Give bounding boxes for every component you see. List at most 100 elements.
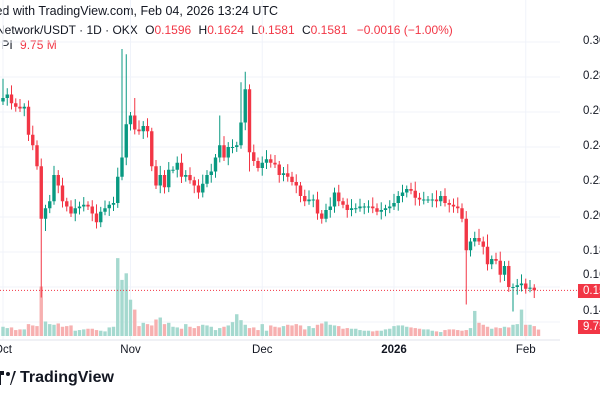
candle-body [230, 147, 235, 148]
volume-bar [39, 286, 43, 336]
volume-bar [184, 324, 188, 336]
volume-bar [35, 326, 39, 336]
candle-body [286, 173, 290, 177]
volume-bar [473, 310, 477, 336]
symbol-title[interactable]: Network/USDT · 1D · OKX [0, 23, 138, 37]
candle-body [77, 206, 82, 209]
volume-bar [43, 321, 48, 336]
date-tick-label: Nov [120, 344, 141, 356]
volume-bar [315, 324, 320, 336]
volume-bar [481, 324, 485, 336]
candle-body [141, 126, 145, 132]
candle-body [247, 89, 252, 153]
volume-bar [162, 324, 167, 336]
volume-bar [243, 324, 247, 336]
volume-bar [371, 331, 375, 336]
candle-body [226, 147, 230, 158]
volume-bar [82, 329, 86, 336]
volume-bar [247, 328, 252, 336]
price-tick-label: 0.26 [583, 105, 600, 117]
volume-bar [439, 332, 443, 336]
volume-bar [273, 326, 277, 336]
high-label: H [198, 23, 208, 37]
high-value: 0.1624 [207, 23, 244, 37]
volume-bar [536, 329, 541, 336]
candle-body [315, 199, 320, 214]
volume-bar [528, 324, 532, 336]
volume-bar [524, 324, 528, 336]
candle-body [69, 206, 73, 214]
candle-body [65, 201, 69, 207]
candle-body [116, 176, 120, 203]
candle-body [294, 182, 298, 186]
volume-bar [451, 329, 456, 336]
volume-bar [379, 330, 383, 336]
candle-body [515, 285, 519, 287]
candle-body [9, 94, 14, 104]
candle-body [222, 145, 226, 158]
volume-bar [413, 328, 417, 336]
volume-bar [230, 322, 235, 336]
volume-bar [256, 330, 260, 336]
candle-body [468, 241, 473, 251]
candle-body [456, 206, 460, 209]
volume-bar [60, 326, 65, 336]
candle-body [167, 169, 171, 188]
volume-bar [158, 317, 162, 336]
candle-body [345, 204, 349, 210]
candle-body [260, 162, 264, 168]
candle-body [39, 166, 43, 219]
candle-body [235, 145, 239, 147]
volume-bar [324, 321, 328, 336]
volume-bar [320, 323, 324, 336]
volume-bar [456, 330, 460, 336]
low-label: L [251, 23, 258, 37]
volume-bar [77, 330, 82, 336]
candle-body [26, 106, 31, 135]
candle-body [426, 199, 430, 201]
volume-bar [298, 325, 303, 336]
volume-bar [107, 327, 111, 336]
candle-body [443, 196, 447, 203]
candle-body [477, 238, 481, 242]
candle-body [264, 159, 269, 163]
tradingview-logo-icon [0, 371, 16, 385]
volume-bar [358, 330, 362, 336]
volume-badge: 9.75M [578, 320, 600, 334]
volume-bar [519, 309, 524, 336]
open-value: 0.1596 [154, 23, 192, 37]
date-tick-label: Oct [0, 344, 12, 356]
volume-bar [311, 328, 315, 336]
candle-body [341, 201, 345, 205]
last-price-badge: 0.1581 [578, 284, 600, 298]
volume-bar [235, 314, 239, 336]
candle-body [184, 175, 188, 177]
candle-body [256, 161, 260, 168]
candle-body [498, 260, 502, 275]
date-tick-label: Dec [252, 344, 273, 356]
candle-body [154, 166, 158, 186]
volume-bar [56, 323, 60, 336]
volume-bar [281, 326, 286, 336]
candle-body [99, 211, 103, 223]
candle-body [31, 134, 35, 146]
candle-body [124, 124, 128, 158]
volume-bar [201, 324, 205, 336]
volume-bar [337, 326, 341, 336]
volume-bar [349, 328, 354, 336]
candle-body [201, 183, 205, 193]
price-tick-label: 0.18 [583, 245, 600, 257]
volume-bar [69, 325, 73, 336]
candle-body [162, 175, 167, 188]
candle-body [209, 171, 213, 175]
volume-bar [31, 325, 35, 336]
volume-bar [400, 325, 405, 336]
volume-bar [354, 328, 358, 336]
price-tick-label: 0.28 [583, 70, 600, 82]
candle-body [196, 185, 201, 193]
candle-body [464, 218, 468, 251]
volume-bar [303, 329, 307, 336]
candle-body [86, 204, 90, 207]
volume-bar [73, 330, 77, 336]
